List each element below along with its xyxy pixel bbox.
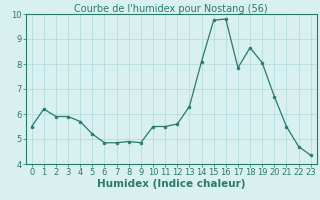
Title: Courbe de l'humidex pour Nostang (56): Courbe de l'humidex pour Nostang (56) — [74, 4, 268, 14]
X-axis label: Humidex (Indice chaleur): Humidex (Indice chaleur) — [97, 179, 245, 189]
